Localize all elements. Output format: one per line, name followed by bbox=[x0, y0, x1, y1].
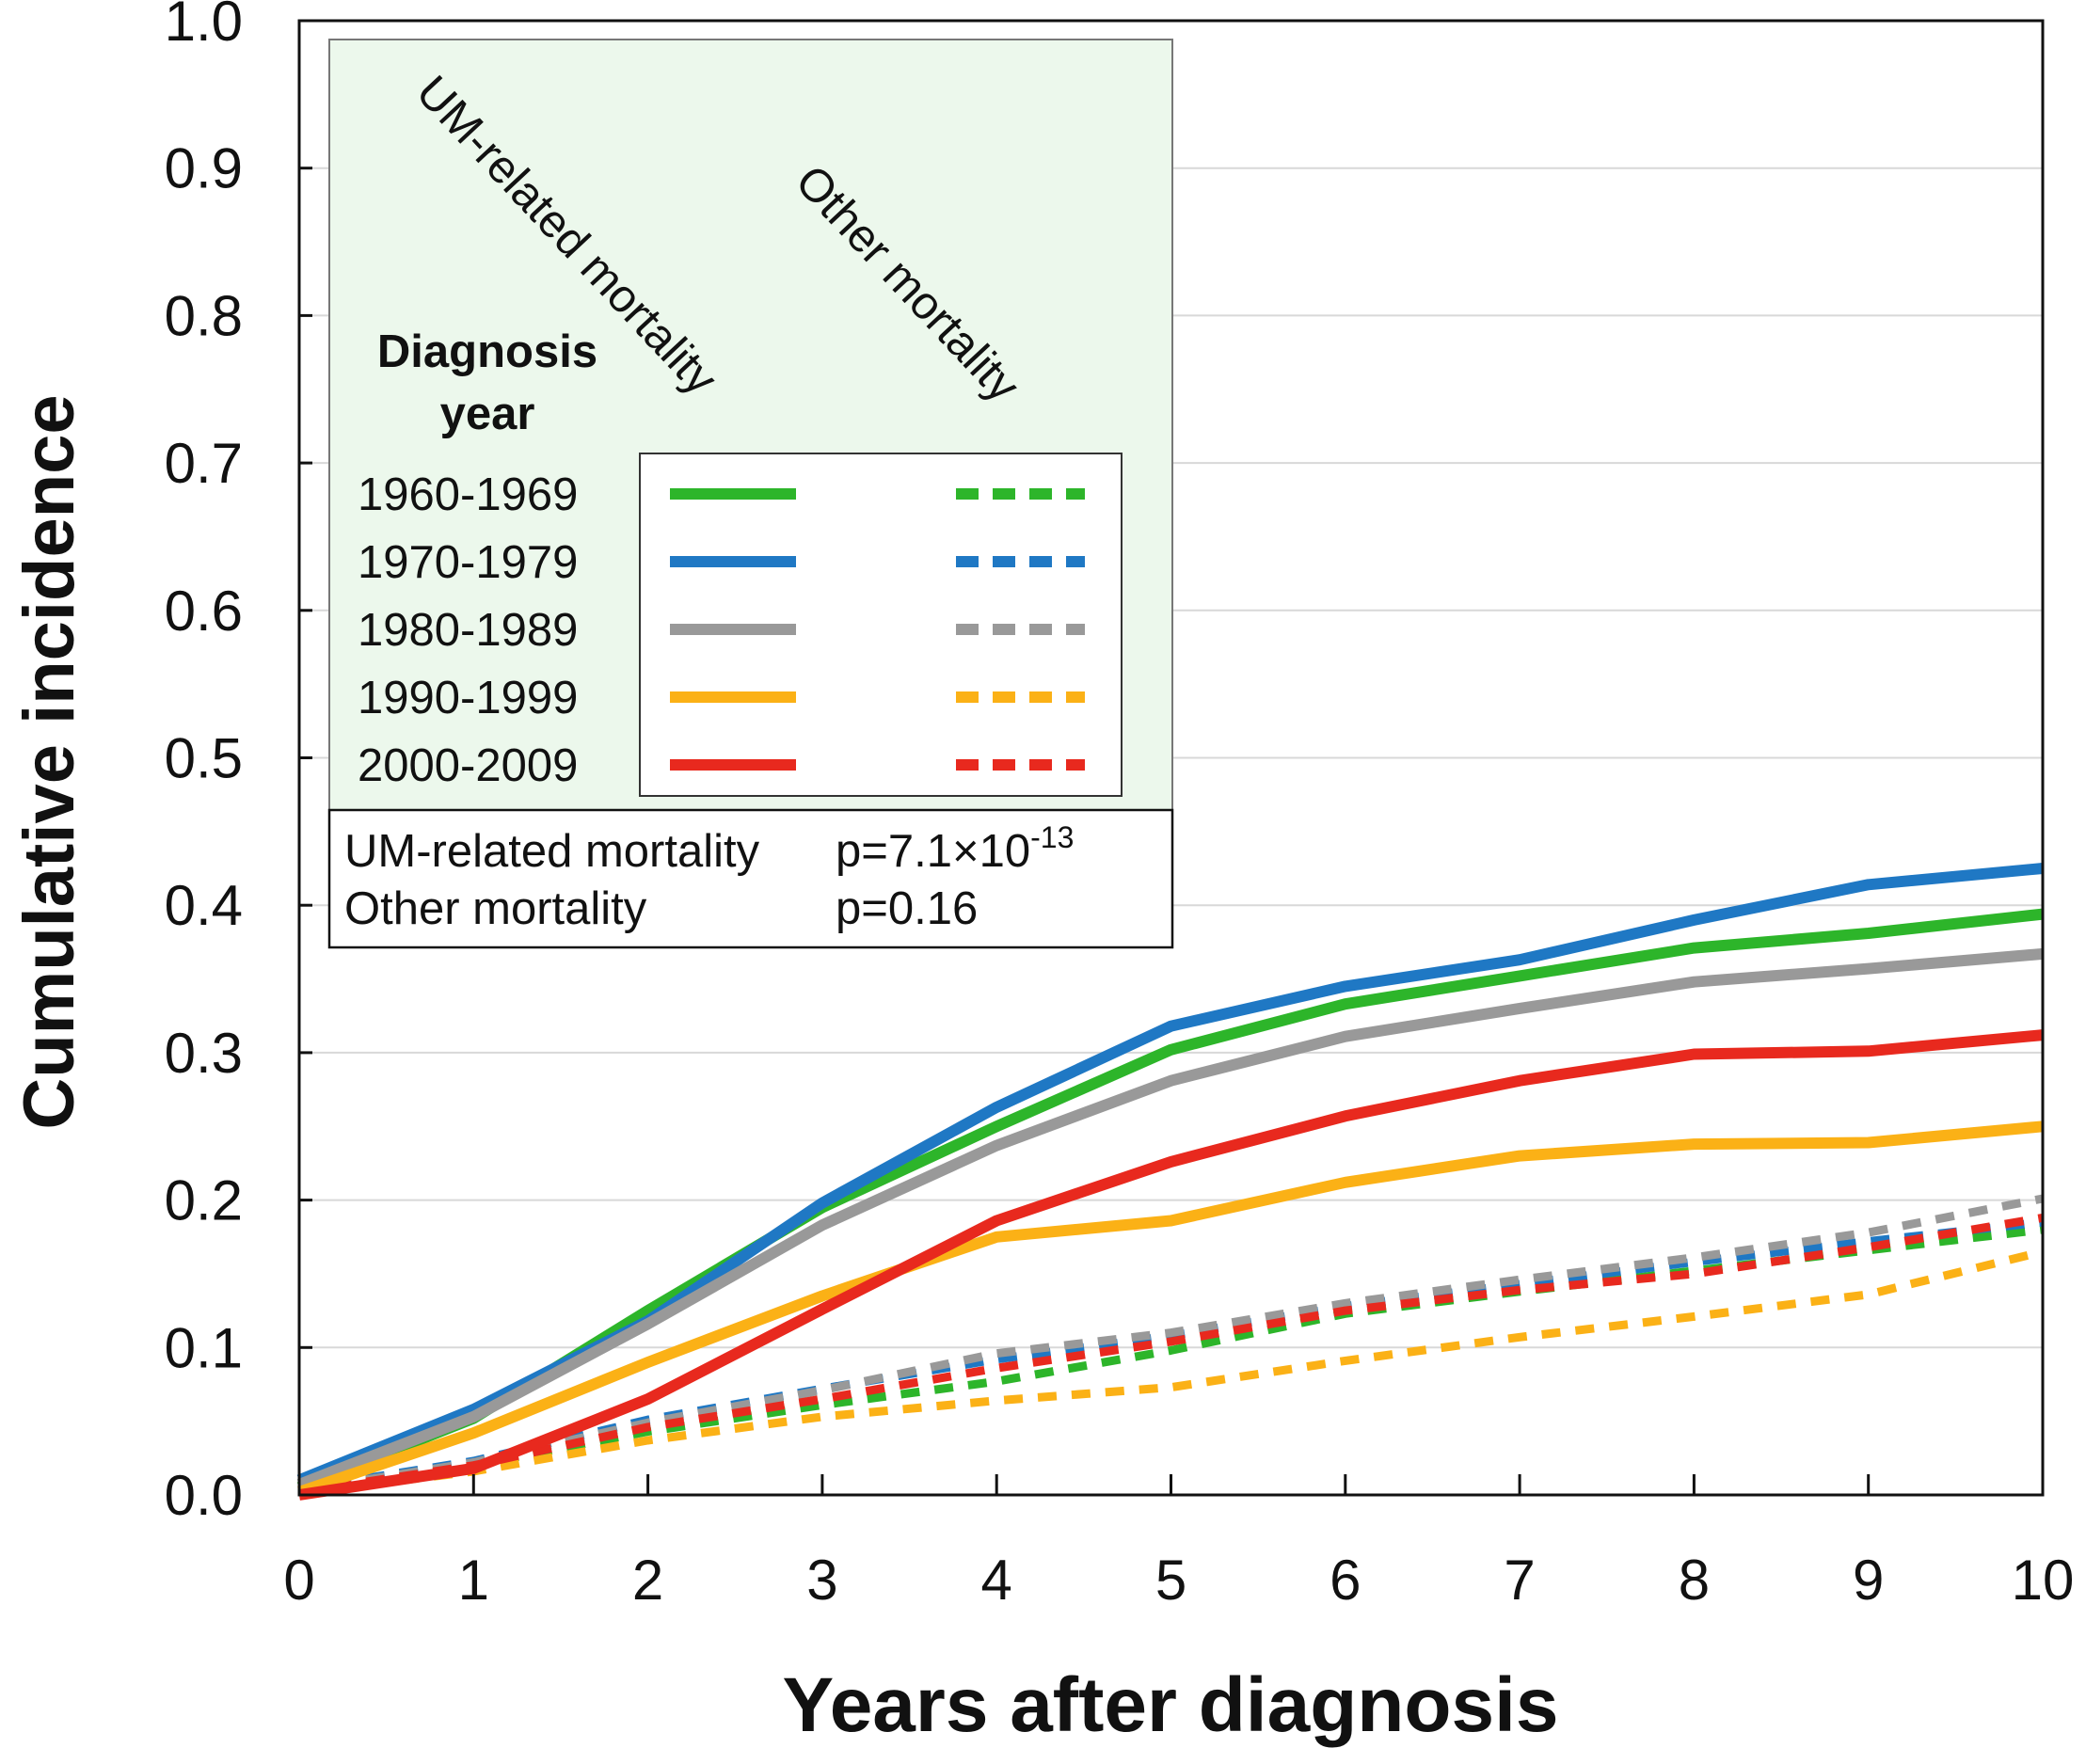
x-axis-title: Years after diagnosis bbox=[783, 1662, 1559, 1748]
x-tick-label: 10 bbox=[2012, 1549, 2075, 1612]
series-line-1990-1999-um-related bbox=[297, 1120, 2044, 1498]
y-tick-label: 0.9 bbox=[165, 137, 243, 200]
y-tick-label: 0.6 bbox=[165, 580, 243, 643]
stats-pvalue-other: p=0.16 bbox=[836, 883, 978, 934]
stats-box: UM-related mortality p=7.1×10-13 Other m… bbox=[327, 808, 1174, 949]
y-tick-label: 0.8 bbox=[165, 284, 243, 347]
x-tick-label: 8 bbox=[1679, 1549, 1710, 1612]
legend-label-1990-1999: 1990-1999 bbox=[358, 673, 578, 723]
x-tick-label: 7 bbox=[1504, 1549, 1535, 1612]
y-tick-label: 0.2 bbox=[165, 1169, 243, 1232]
series-line-1970-1979-um-related bbox=[296, 863, 2044, 1486]
x-tick-label: 1 bbox=[458, 1549, 489, 1612]
y-axis-title: Cumulative incidence bbox=[9, 394, 89, 1129]
legend-label-2000-2009: 2000-2009 bbox=[358, 740, 578, 791]
y-axis-ticks: 0.0 0.1 0.2 0.3 0.4 0.5 0.6 0.7 0.8 0.9 1.0 bbox=[165, 0, 312, 1527]
y-tick-label: 0.1 bbox=[165, 1316, 243, 1379]
legend-header-line1: Diagnosis bbox=[377, 326, 597, 377]
legend-rows: 1960-1969 1970-1979 1980-1989 1990-1999 2000… bbox=[358, 469, 1085, 791]
legend-label-1970-1979: 1970-1979 bbox=[358, 537, 578, 588]
y-tick-label: 0.3 bbox=[165, 1022, 243, 1085]
stats-label-other: Other mortality bbox=[344, 883, 647, 934]
series-line-1990-1999-other-mortality bbox=[298, 1248, 2045, 1498]
series-lines bbox=[296, 863, 2045, 1501]
x-tick-label: 6 bbox=[1330, 1549, 1361, 1612]
x-tick-label: 2 bbox=[632, 1549, 663, 1612]
y-tick-label: 0.7 bbox=[165, 432, 243, 495]
y-tick-label: 0.0 bbox=[165, 1464, 243, 1527]
stats-pvalue-um-base: p=7.1×10 bbox=[836, 826, 1030, 877]
legend-label-1960-1969: 1960-1969 bbox=[358, 469, 578, 520]
x-tick-label: 0 bbox=[283, 1549, 314, 1612]
x-tick-label: 4 bbox=[981, 1549, 1012, 1612]
x-tick-label: 5 bbox=[1155, 1549, 1186, 1612]
y-tick-label: 0.5 bbox=[165, 727, 243, 790]
stats-label-um: UM-related mortality bbox=[344, 826, 760, 877]
x-tick-label: 3 bbox=[806, 1549, 837, 1612]
y-tick-label: 1.0 bbox=[165, 0, 243, 53]
stats-frame bbox=[327, 808, 1174, 949]
stats-pvalue-um: p=7.1×10-13 bbox=[836, 820, 1074, 877]
stats-pvalue-um-exponent: -13 bbox=[1030, 820, 1074, 854]
legend-label-1980-1989: 1980-1989 bbox=[358, 605, 578, 656]
series-line-2000-2009-um-related bbox=[298, 1029, 2044, 1501]
series-line-1980-1989-other-mortality bbox=[298, 1194, 2044, 1495]
series-line-2000-2009-other-mortality bbox=[298, 1213, 2044, 1497]
legend-header-line2: year bbox=[440, 389, 535, 439]
x-tick-label: 9 bbox=[1853, 1549, 1884, 1612]
series-line-1980-1989-um-related bbox=[296, 947, 2044, 1490]
y-tick-label: 0.4 bbox=[165, 874, 243, 937]
legend: Diagnosis year UM-related mortality Othe… bbox=[328, 39, 1173, 814]
x-axis-ticks: 0 1 2 3 4 5 6 7 8 9 10 bbox=[283, 1474, 2074, 1612]
